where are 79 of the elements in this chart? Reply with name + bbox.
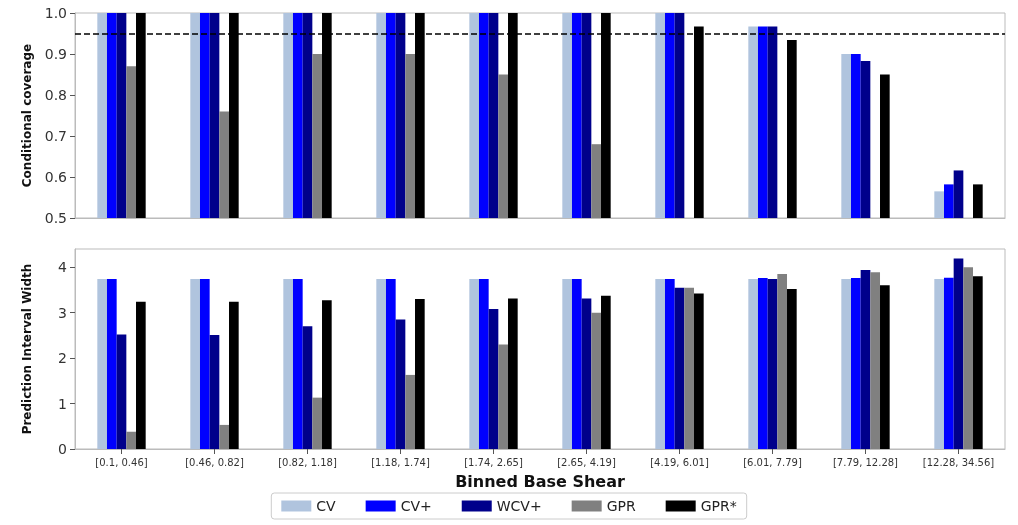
x-tick-label: [2.65, 4.19] — [557, 456, 616, 468]
bar — [395, 319, 406, 449]
x-tick-label: [4.19, 6.01] — [650, 456, 709, 468]
bar — [841, 279, 851, 449]
x-tick-label: [1.74, 2.65] — [464, 456, 523, 468]
bar — [850, 278, 861, 449]
bar — [767, 279, 778, 449]
bar — [777, 274, 788, 449]
bar — [674, 287, 685, 449]
bar — [97, 279, 107, 449]
x-tick-label: [1.18, 1.74] — [371, 456, 430, 468]
bar — [508, 298, 518, 449]
bar — [376, 279, 386, 449]
bar — [469, 279, 479, 449]
y-tick-label: 0.5 — [44, 210, 67, 226]
bar — [581, 298, 592, 449]
x-tick-label: [0.1, 0.46] — [95, 456, 148, 468]
bar — [488, 309, 499, 449]
bar — [199, 279, 210, 449]
bar — [655, 279, 665, 449]
bar — [283, 279, 293, 449]
y-tick-label: 1.0 — [44, 5, 67, 21]
bar — [302, 326, 313, 449]
legend-label: CV+ — [400, 498, 432, 514]
bar — [684, 287, 695, 449]
bar — [190, 279, 200, 449]
bar — [601, 295, 611, 449]
y-tick-label: 0.7 — [44, 128, 67, 144]
bar — [562, 279, 572, 449]
bar — [953, 258, 964, 449]
bar — [292, 279, 303, 449]
bar — [880, 285, 890, 449]
bar — [694, 293, 704, 449]
bar — [219, 424, 230, 449]
legend-label: WCV+ — [496, 498, 542, 514]
bar — [229, 301, 239, 449]
bar — [860, 269, 871, 449]
y-tick-label: 0 — [58, 441, 67, 457]
x-tick-label: [7.79, 12.28] — [832, 456, 899, 468]
y-tick-label: 2 — [58, 350, 67, 367]
x-tick-label: [12.28, 34.56] — [922, 456, 995, 468]
bar — [973, 276, 983, 449]
bar — [748, 279, 758, 449]
y-tick-label: 0.6 — [44, 169, 68, 185]
bar — [312, 397, 323, 449]
bar — [757, 278, 768, 449]
bar — [136, 301, 146, 449]
y-axis-title: Conditional coverage — [20, 43, 34, 188]
bar — [870, 272, 881, 449]
y-axis-title: Prediction Interval Width — [20, 263, 34, 435]
bar — [209, 334, 220, 449]
bar — [116, 334, 127, 449]
bar — [385, 279, 396, 449]
y-tick-label: 1 — [58, 395, 67, 412]
x-axis-title: Binned Base Shear — [455, 471, 625, 491]
bar — [943, 277, 954, 449]
bar — [322, 300, 332, 449]
bar — [571, 279, 582, 449]
legend-label: CV — [316, 498, 337, 514]
x-tick-label: [0.46, 0.82] — [185, 456, 244, 468]
x-tick-label: [0.82, 1.18] — [278, 456, 337, 468]
bar — [934, 279, 944, 449]
legend-label: GPR — [606, 498, 636, 514]
y-tick-label: 3 — [58, 304, 67, 321]
y-tick-label: 4 — [58, 259, 68, 276]
bar — [126, 431, 137, 449]
y-tick-label: 0.8 — [44, 87, 67, 103]
bar — [478, 279, 489, 449]
bar — [963, 267, 974, 449]
bar — [664, 279, 675, 449]
bar — [591, 312, 602, 449]
bar — [498, 344, 509, 449]
bar — [787, 289, 797, 449]
bar — [405, 374, 416, 449]
legend-label: GPR* — [700, 498, 737, 514]
bar — [106, 279, 117, 449]
y-tick-label: 0.9 — [44, 46, 67, 62]
bar — [415, 299, 425, 449]
x-tick-label: [6.01, 7.79] — [743, 456, 802, 468]
